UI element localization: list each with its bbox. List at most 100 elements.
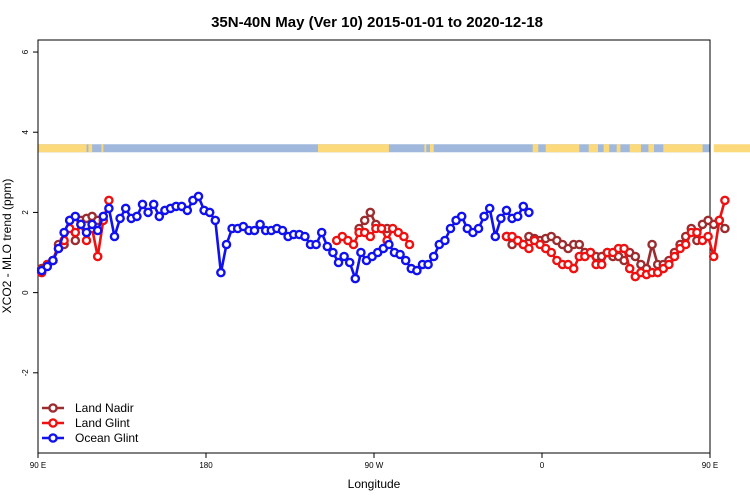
data-point [316,227,327,238]
data-point [277,225,288,236]
series-land-glint [36,195,730,282]
data-point [376,223,387,234]
data-point [350,273,361,284]
data-point [348,239,359,250]
data-point [585,247,596,258]
data-point [81,227,92,238]
land-segment [101,144,104,153]
legend-marker [48,403,58,413]
data-point [490,231,501,242]
data-point [501,205,512,216]
land-segment [424,144,427,153]
data-point [568,263,579,274]
data-point [322,241,333,252]
y-axis: -2 0 2 4 6 [21,49,38,376]
data-point [104,195,114,206]
x-tick-label: 0 [540,461,545,470]
data-point [574,239,585,250]
x-tick-label: 180 [199,461,213,470]
data-point [115,213,125,224]
data-point [255,219,265,230]
legend-marker [48,418,58,428]
data-point [703,231,713,242]
x-tick-label: 90 E [702,461,718,470]
data-point [204,207,215,218]
y-axis-label: XCO2 - MLO trend (ppm) [0,179,14,314]
plot-frame [37,39,711,454]
data-point [423,259,433,270]
data-point [193,191,204,202]
data-point [328,247,338,258]
data-point [109,231,120,242]
data-point [524,207,534,218]
data-point [596,259,607,270]
series-layer [36,191,730,284]
data-point [404,239,415,250]
series-ocean-glint [36,191,534,284]
data-point [48,255,58,266]
y-tick-label: 4 [21,129,30,134]
data-point [53,243,64,254]
data-point [148,199,159,210]
land-segment [603,144,610,153]
data-point [384,239,394,250]
data-point [221,239,232,250]
land-segment [663,144,703,153]
data-point [98,211,109,222]
data-point [154,211,165,222]
data-point [630,251,641,262]
x-axis-label: Longitude [348,477,401,491]
data-point [311,239,321,250]
data-point [76,219,86,230]
data-point [484,203,495,214]
data-point [104,203,114,214]
y-tick-label: 6 [21,49,30,54]
data-point [70,227,81,238]
x-tick-label: 90 E [30,461,46,470]
y-tick-label: 0 [21,290,30,295]
data-point [440,235,450,246]
data-point [669,251,680,262]
land-segment [430,144,434,153]
data-point [445,223,456,234]
data-point [692,227,702,238]
land-segment [616,144,621,153]
data-point [473,223,484,234]
land-segment [588,144,598,153]
data-point [216,267,226,278]
data-point [524,243,534,254]
legend-label: Ocean Glint [75,431,139,445]
y-tick-label: 2 [21,210,30,215]
land-segment [38,144,87,153]
data-point [87,219,97,230]
data-point [619,243,629,254]
data-point [120,203,131,214]
y-tick-label: -2 [21,369,30,377]
data-point [143,207,153,218]
legend-marker [48,433,58,443]
land-segment [629,144,641,153]
data-point [680,239,691,250]
data-point [546,247,557,258]
data-point [59,227,69,238]
data-point [400,255,411,266]
data-point [70,211,81,222]
data-point [182,205,193,216]
data-point [92,225,103,236]
data-point [344,257,355,268]
chart-title: 35N-40N May (Ver 10) 2015-01-01 to 2020-… [211,14,543,31]
data-point [428,251,439,262]
data-point [365,231,376,242]
data-point [92,251,103,262]
land-segment [648,144,654,153]
data-point [664,259,674,270]
data-point [412,265,422,276]
data-point [479,211,489,222]
data-point [496,213,506,224]
data-point [210,215,221,226]
data-point [359,215,370,226]
data-point [714,215,725,226]
data-point [720,223,730,234]
